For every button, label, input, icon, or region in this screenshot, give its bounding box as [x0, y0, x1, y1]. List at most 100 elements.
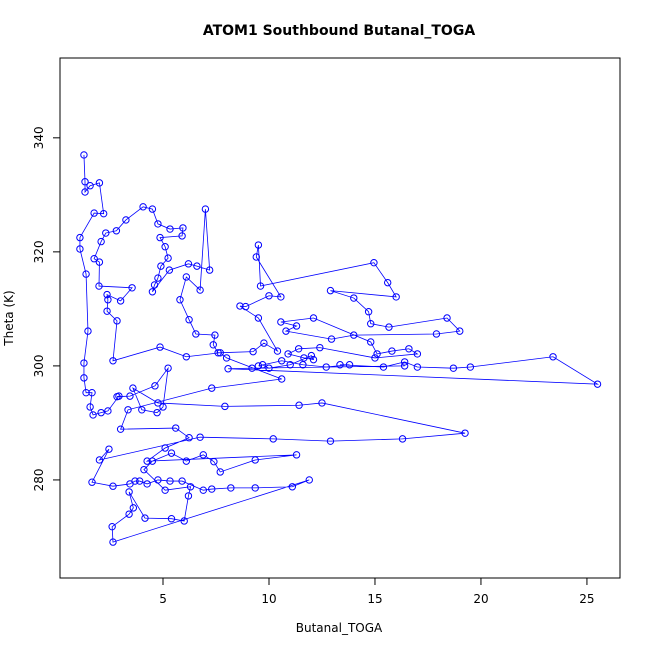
data-point — [224, 365, 232, 373]
chart-title: ATOM1 Southbound Butanal_TOGA — [203, 23, 475, 39]
data-point — [258, 361, 267, 369]
data-point — [305, 476, 313, 484]
data-point — [265, 364, 273, 372]
data-point — [373, 350, 381, 358]
data-point — [164, 254, 172, 262]
data-point — [164, 364, 172, 372]
data-point — [367, 338, 375, 346]
data-point — [199, 451, 207, 459]
data-line — [79, 154, 600, 543]
data-point — [201, 205, 210, 213]
data-point — [284, 350, 292, 358]
data-point — [364, 308, 373, 316]
data-point — [86, 403, 94, 411]
data-point — [105, 445, 113, 453]
data-point — [388, 347, 396, 355]
data-point — [185, 434, 193, 442]
data-point — [104, 407, 112, 415]
data-point — [80, 151, 88, 159]
data-point — [278, 357, 286, 365]
data-point — [413, 363, 422, 371]
data-point — [449, 364, 458, 372]
data-point — [400, 358, 409, 366]
data-point — [249, 347, 257, 356]
data-point — [400, 362, 409, 370]
data-point — [129, 384, 137, 392]
data-point — [81, 188, 89, 196]
data-point — [95, 456, 104, 464]
data-point — [179, 224, 187, 232]
data-point — [192, 330, 200, 338]
data-point — [350, 294, 358, 302]
data-point — [398, 435, 407, 443]
data-point — [392, 293, 400, 301]
data-point — [260, 339, 268, 347]
data-point — [150, 281, 159, 289]
data-point — [182, 457, 191, 465]
data-point — [90, 255, 98, 263]
data-point — [432, 330, 441, 338]
data-point — [370, 258, 378, 267]
data-point — [385, 323, 393, 331]
data-point — [116, 297, 125, 305]
data-point — [103, 290, 111, 299]
data-point — [300, 354, 308, 362]
data-point — [277, 318, 285, 326]
y-tick-label: 340 — [32, 126, 46, 149]
data-point — [196, 286, 204, 294]
data-point — [443, 314, 451, 322]
data-point — [367, 320, 375, 328]
data-point — [99, 209, 108, 218]
data-point — [176, 296, 184, 304]
data-point — [265, 292, 273, 300]
data-point — [182, 353, 191, 361]
data-point — [288, 483, 297, 491]
data-point — [318, 399, 326, 407]
data-point — [128, 284, 136, 292]
data-point — [210, 457, 218, 466]
data-point — [86, 182, 94, 190]
data-point — [208, 384, 216, 392]
data-point — [76, 233, 84, 242]
data-point — [236, 302, 244, 310]
data-point — [143, 480, 151, 488]
data-point — [141, 514, 149, 522]
data-point — [336, 361, 344, 369]
data-point — [104, 296, 112, 304]
data-point — [241, 302, 250, 311]
data-point — [113, 317, 121, 325]
data-point — [97, 408, 105, 417]
data-point — [278, 375, 286, 383]
data-point — [282, 327, 290, 335]
data-point — [216, 349, 224, 357]
y-tick-label: 320 — [32, 240, 46, 263]
data-point — [126, 392, 134, 400]
data-point — [322, 363, 330, 371]
data-point — [80, 359, 88, 367]
data-point — [95, 258, 104, 266]
data-point — [148, 457, 157, 465]
data-point — [326, 437, 335, 445]
data-point — [273, 347, 282, 355]
data-point — [405, 345, 413, 353]
data-point — [371, 354, 379, 362]
y-tick-label: 280 — [32, 468, 46, 491]
data-point — [227, 484, 235, 492]
data-point — [466, 363, 475, 371]
data-point — [221, 402, 229, 411]
data-point — [109, 357, 117, 365]
data-point — [124, 406, 132, 414]
data-point — [196, 433, 204, 441]
data-point — [205, 266, 214, 274]
x-tick-label: 10 — [261, 592, 276, 606]
data-point — [254, 362, 263, 370]
data-point — [135, 477, 144, 485]
data-point — [286, 361, 294, 369]
y-tick-label: 300 — [32, 354, 46, 377]
data-point — [350, 331, 358, 339]
data-point — [95, 282, 103, 290]
data-point — [88, 388, 96, 397]
data-point — [178, 477, 186, 485]
data-point — [148, 205, 157, 213]
